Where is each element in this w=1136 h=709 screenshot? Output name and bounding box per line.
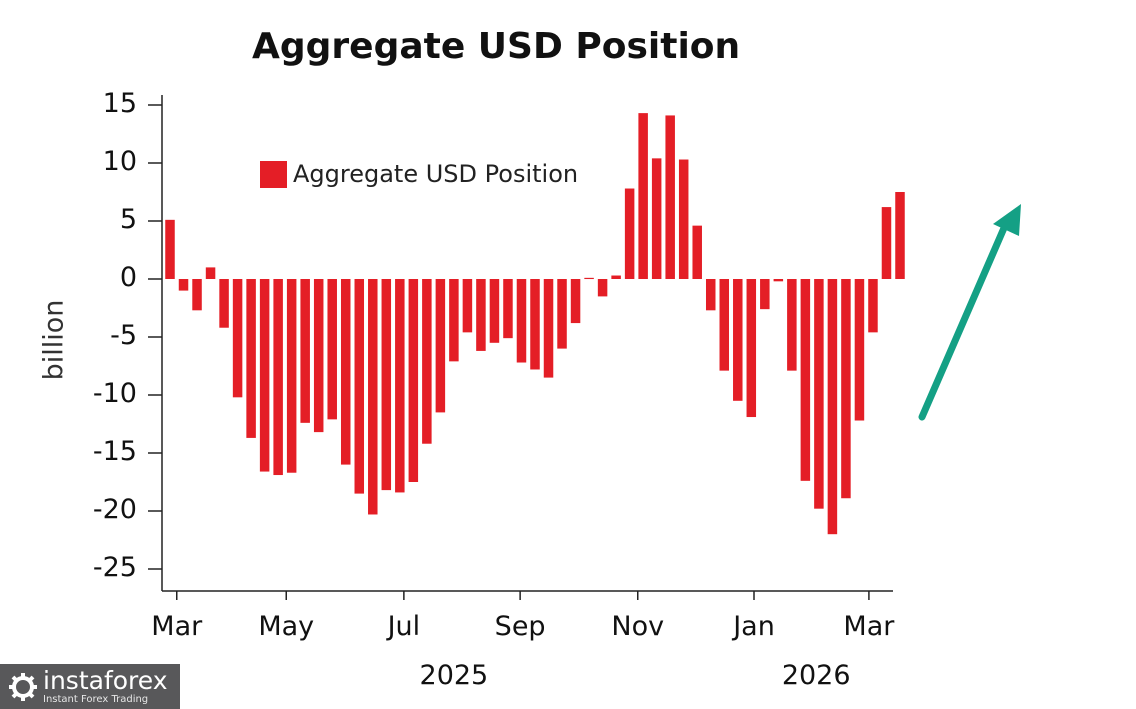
x-tick-label: Mar — [843, 611, 895, 642]
y-tick-label: -5 — [110, 320, 137, 351]
bar — [651, 158, 662, 279]
bar — [489, 279, 500, 343]
bar — [462, 279, 473, 333]
bar — [773, 279, 784, 282]
y-tick-label: -20 — [92, 494, 137, 525]
bar — [787, 279, 797, 371]
y-tick-label: 5 — [119, 204, 137, 235]
x-tick-label: May — [258, 611, 315, 642]
trend-arrow-shaft — [918, 224, 1008, 421]
x-tick-label: Jan — [733, 611, 775, 642]
bar — [570, 279, 581, 324]
bar — [597, 279, 608, 297]
bar — [422, 279, 432, 444]
legend-label: Aggregate USD Position — [293, 160, 579, 188]
x-year-label: 2025 — [419, 660, 489, 691]
gear-icon — [9, 672, 37, 701]
y-tick-label: -25 — [92, 552, 137, 583]
bar — [327, 279, 337, 420]
y-tick-label: -10 — [92, 378, 137, 409]
x-year-label: 2026 — [781, 660, 851, 691]
bar — [300, 279, 310, 423]
bar — [165, 219, 175, 279]
y-tick-label: 10 — [102, 146, 137, 177]
x-tick-label: Mar — [151, 611, 203, 642]
bar — [381, 279, 392, 491]
bar — [232, 279, 243, 398]
bar — [408, 279, 419, 482]
legend: Aggregate USD Position — [260, 160, 578, 188]
bar — [638, 113, 648, 280]
bar — [368, 279, 378, 515]
legend-swatch — [260, 160, 287, 188]
bar — [584, 277, 594, 280]
bar — [746, 279, 757, 418]
logo-name: instaforex — [43, 666, 168, 695]
bar — [827, 279, 838, 535]
bar — [557, 279, 567, 349]
y-tick-label: 15 — [102, 88, 137, 119]
bar — [760, 279, 770, 310]
bar — [516, 279, 527, 363]
bar — [665, 115, 675, 279]
chart-title: Aggregate USD Position — [252, 26, 741, 67]
bar — [841, 279, 851, 499]
bar — [435, 279, 446, 413]
bar — [611, 275, 621, 279]
bar — [476, 279, 486, 351]
bar — [705, 279, 716, 311]
bar — [286, 279, 297, 473]
y-tick-label: 0 — [119, 262, 137, 293]
bar — [395, 279, 405, 493]
bar — [868, 279, 878, 333]
bar — [881, 207, 892, 279]
bar — [530, 279, 540, 370]
x-tick-label: Jul — [387, 611, 421, 642]
x-tick-label: Sep — [494, 611, 546, 642]
bar — [340, 279, 351, 465]
trend-arrow-head — [993, 204, 1021, 236]
bar — [854, 279, 865, 421]
bar — [503, 279, 513, 339]
bar — [543, 279, 554, 378]
y-tick-label: -15 — [92, 436, 137, 467]
bar — [313, 279, 324, 433]
logo-tagline: Instant Forex Trading — [43, 694, 149, 705]
bar — [692, 225, 702, 279]
bar — [814, 279, 824, 509]
instaforex-logo: instaforex Instant Forex Trading — [0, 664, 180, 709]
bar — [678, 159, 689, 279]
x-tick-label: Nov — [611, 611, 665, 642]
bar — [624, 188, 635, 279]
bar — [354, 279, 365, 494]
bar — [733, 279, 743, 401]
bar — [246, 279, 256, 438]
bar — [800, 279, 811, 481]
bar — [449, 279, 459, 362]
bar — [273, 279, 283, 476]
bar — [219, 279, 229, 328]
bar — [178, 279, 189, 291]
bar — [895, 192, 905, 279]
bar — [205, 267, 216, 279]
bar — [192, 279, 202, 311]
bar — [719, 279, 730, 371]
bar — [259, 279, 270, 472]
